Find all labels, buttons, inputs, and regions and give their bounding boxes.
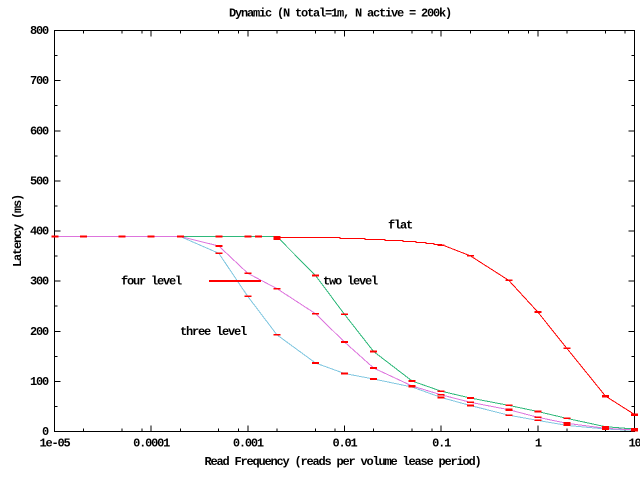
svg-text:100: 100: [30, 375, 49, 389]
svg-text:800: 800: [30, 24, 49, 38]
svg-text:two level: two level: [323, 275, 378, 289]
svg-text:Latency (ms): Latency (ms): [11, 195, 25, 267]
svg-text:0.1: 0.1: [432, 437, 451, 451]
svg-text:0: 0: [42, 425, 49, 439]
svg-text:Read Frequency (reads per volu: Read Frequency (reads per volume lease p…: [204, 455, 480, 469]
svg-text:three level: three level: [180, 325, 247, 339]
svg-text:Dynamic (N total=1m, N active: Dynamic (N total=1m, N active = 200k): [229, 7, 451, 21]
svg-text:200: 200: [30, 325, 49, 339]
svg-text:four level: four level: [121, 275, 182, 289]
svg-text:700: 700: [30, 74, 49, 88]
svg-text:1e-05: 1e-05: [39, 437, 70, 451]
svg-text:600: 600: [30, 124, 49, 138]
svg-text:10: 10: [628, 437, 640, 451]
svg-text:0.0001: 0.0001: [133, 437, 170, 451]
svg-text:400: 400: [30, 225, 49, 239]
svg-text:0.01: 0.01: [332, 437, 357, 451]
svg-text:300: 300: [30, 275, 49, 289]
svg-text:0.001: 0.001: [233, 437, 264, 451]
svg-text:500: 500: [30, 174, 49, 188]
svg-text:1: 1: [535, 437, 542, 451]
svg-text:flat: flat: [388, 219, 413, 233]
